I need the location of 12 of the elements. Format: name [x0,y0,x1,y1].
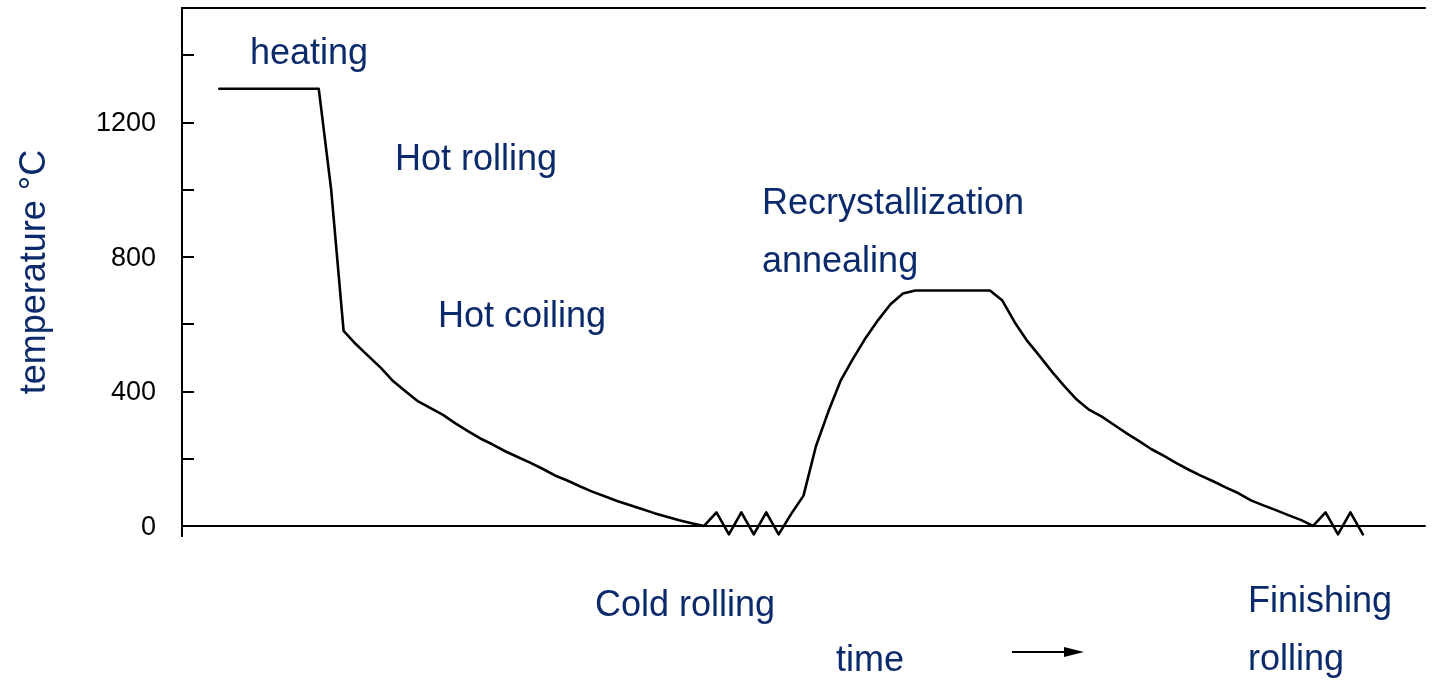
x-axis-title: time [836,637,905,679]
annotation: heating [250,30,369,72]
annotation: Hot coiling [438,293,607,335]
y-tick-label: 400 [110,376,156,407]
y-tick-label: 1200 [95,107,156,138]
annotation: Recrystallization annealing [762,180,1035,280]
text: Finishing rolling [1248,578,1403,678]
y-tick-label: 800 [110,241,156,272]
y-axis-title: temperature °C [11,149,53,395]
annotation: Hot rolling [395,136,558,178]
y-tick-label: 0 [140,510,156,541]
text: Cold rolling [595,582,776,624]
